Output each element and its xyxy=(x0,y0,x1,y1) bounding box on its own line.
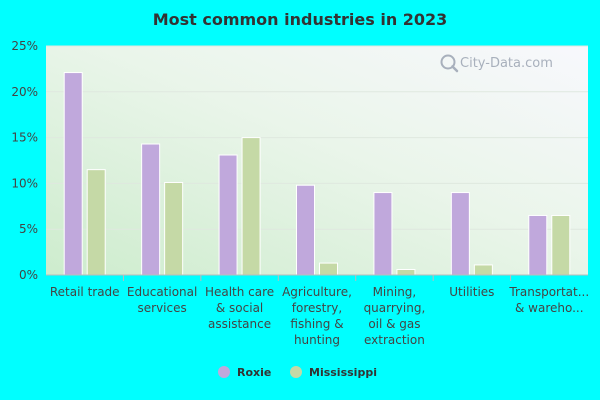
category-label-line: fishing & xyxy=(290,317,343,331)
category-label: Utilities xyxy=(449,285,494,299)
y-tick-label: 25% xyxy=(11,39,38,53)
category-label-line: Agriculture, xyxy=(282,285,352,299)
legend-label-mississippi: Mississippi xyxy=(309,366,377,379)
bar-roxie-6[interactable] xyxy=(528,214,548,276)
y-tick-label: 15% xyxy=(11,131,38,145)
category-label-line: oil & gas xyxy=(368,317,420,331)
bar-roxie-5[interactable] xyxy=(450,192,470,276)
bar-mississippi-5[interactable] xyxy=(473,264,493,276)
category-label-line: services xyxy=(138,301,187,315)
y-tick-label: 5% xyxy=(19,222,38,236)
legend-label-roxie: Roxie xyxy=(237,366,271,379)
watermark: City-Data.com xyxy=(440,54,553,73)
watermark-text: City-Data.com xyxy=(460,56,553,71)
category-label: Mining, quarrying, oil & gas extraction xyxy=(364,285,426,347)
category-label-line: Educational xyxy=(127,285,197,299)
category-label-line: Transportat... xyxy=(508,285,589,299)
y-tick-label: 20% xyxy=(11,85,38,99)
category-label-line: forestry, xyxy=(292,301,342,315)
category-label-line: & social xyxy=(216,301,263,315)
legend: Roxie Mississippi xyxy=(218,366,377,379)
bar-mississippi-4[interactable] xyxy=(396,269,416,276)
category-label-line: quarrying, xyxy=(364,301,426,315)
bar-mississippi-3[interactable] xyxy=(319,262,338,276)
bar-roxie-1[interactable] xyxy=(141,143,161,276)
bar-roxie-0[interactable] xyxy=(63,72,83,276)
category-label-line: Utilities xyxy=(449,285,494,299)
bar-mississippi-1[interactable] xyxy=(164,181,184,276)
magnifier-icon xyxy=(440,54,459,73)
y-tick-label: 0% xyxy=(19,268,38,282)
category-label: Retail trade xyxy=(50,285,120,299)
bar-roxie-2[interactable] xyxy=(218,154,238,276)
category-label: Health care & social assistance xyxy=(205,285,274,331)
plot-area xyxy=(46,46,588,275)
category-label-line: hunting xyxy=(294,333,340,347)
bar-roxie-4[interactable] xyxy=(373,192,393,276)
chart-title: Most common industries in 2023 xyxy=(153,10,448,29)
bar-mississippi-2[interactable] xyxy=(241,137,261,276)
category-label-line: Health care xyxy=(205,285,274,299)
gridlines xyxy=(46,45,588,230)
category-label: Transportat... & wareho... xyxy=(508,285,589,315)
category-label: Educational services xyxy=(127,285,197,315)
y-axis-ticks: 0% 5% 10% 15% 20% 25% xyxy=(11,39,38,282)
bar-mississippi-6[interactable] xyxy=(551,214,571,276)
bar-mississippi-0[interactable] xyxy=(86,169,106,276)
y-tick-label: 10% xyxy=(11,176,38,190)
category-label-line: Mining, xyxy=(373,285,417,299)
category-label-line: & wareho... xyxy=(515,301,584,315)
legend-swatch-roxie xyxy=(218,366,230,378)
legend-swatch-mississippi xyxy=(290,366,302,378)
category-label: Agriculture, forestry, fishing & hunting xyxy=(282,285,352,347)
bar-roxie-3[interactable] xyxy=(296,184,315,276)
category-labels: Retail trade Educational services Health ca… xyxy=(46,274,589,347)
category-label-line: extraction xyxy=(364,333,425,347)
category-label-line: Retail trade xyxy=(50,285,120,299)
category-label-line: assistance xyxy=(208,317,271,331)
